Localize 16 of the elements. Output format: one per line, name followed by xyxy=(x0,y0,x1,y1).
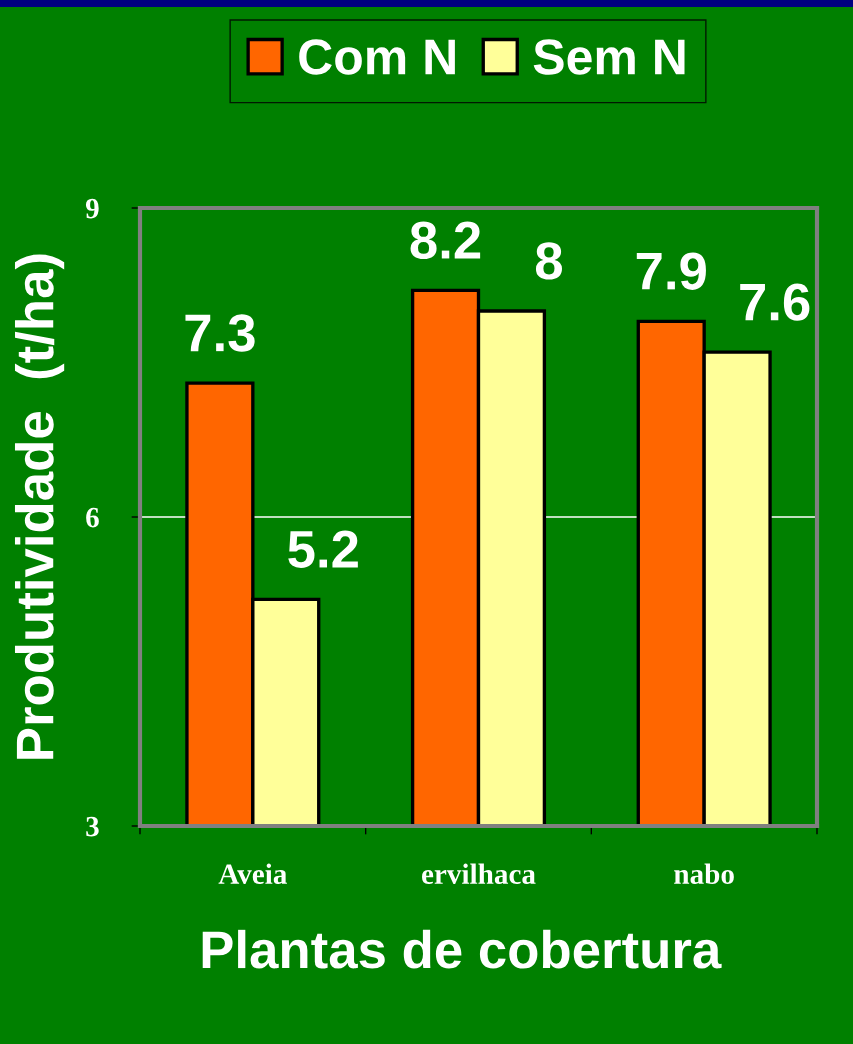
x-tick-label: Aveia xyxy=(218,863,287,885)
data-label: 7.3 xyxy=(185,314,255,352)
data-label: 7.6 xyxy=(740,283,810,321)
legend-label: Com N xyxy=(299,39,455,75)
x-tick-label: ervilhaca xyxy=(421,863,536,885)
legend-label: Sem N xyxy=(533,39,685,75)
y-axis-title: Produtividade (t/ha) xyxy=(14,254,65,759)
x-tick-label: nabo xyxy=(674,863,734,885)
y-tick-label: 9 xyxy=(85,198,99,219)
data-label: 5.2 xyxy=(288,530,358,568)
x-axis-title: Plantas de cobertura xyxy=(202,929,722,969)
data-label: 8 xyxy=(535,242,563,280)
data-label: 8.2 xyxy=(410,221,481,259)
y-tick-label: 3 xyxy=(86,816,99,837)
data-label: 7.9 xyxy=(636,252,706,290)
y-tick-label: 6 xyxy=(86,507,99,528)
